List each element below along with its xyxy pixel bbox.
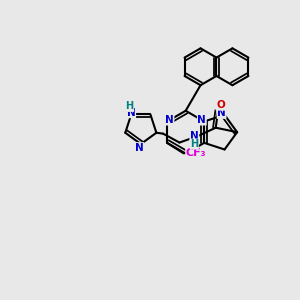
Text: H: H <box>190 139 198 149</box>
Text: CF₃: CF₃ <box>186 148 206 158</box>
Text: H: H <box>125 101 134 112</box>
Text: N: N <box>165 115 174 125</box>
Text: N: N <box>190 131 199 141</box>
Text: N: N <box>217 108 226 118</box>
Text: N: N <box>197 115 206 125</box>
Text: N: N <box>127 108 136 118</box>
Text: O: O <box>216 100 225 110</box>
Text: N: N <box>135 142 144 153</box>
